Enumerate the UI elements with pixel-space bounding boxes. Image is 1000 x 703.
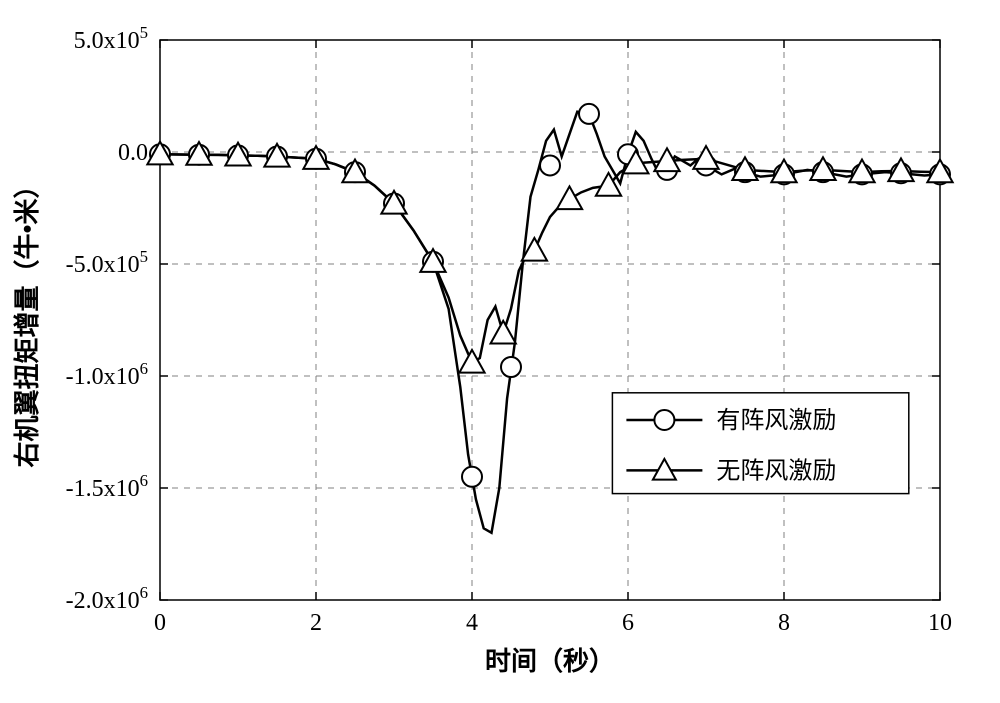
svg-text:-5.0x105: -5.0x105 — [66, 247, 148, 278]
svg-text:6: 6 — [622, 610, 634, 636]
svg-text:时间（秒）: 时间（秒） — [485, 647, 615, 676]
svg-text:-1.5x106: -1.5x106 — [66, 471, 148, 502]
svg-text:无阵风激励: 无阵风激励 — [716, 457, 836, 484]
svg-text:-2.0x106: -2.0x106 — [66, 583, 148, 614]
svg-text:0.0: 0.0 — [118, 140, 148, 166]
svg-text:有阵风激励: 有阵风激励 — [716, 407, 836, 434]
svg-text:右机翼扭矩增量（牛•米）: 右机翼扭矩增量（牛•米） — [12, 172, 42, 467]
svg-text:4: 4 — [466, 610, 478, 636]
svg-text:-1.0x106: -1.0x106 — [66, 359, 148, 390]
svg-text:8: 8 — [778, 610, 790, 636]
svg-text:2: 2 — [310, 610, 322, 636]
svg-text:5.0x105: 5.0x105 — [74, 23, 148, 54]
svg-text:10: 10 — [928, 610, 952, 636]
svg-text:0: 0 — [154, 610, 166, 636]
torque-time-chart: 0 2 4 6 8 10 -2.0x106 -1.5x106 -1.0x106 -5.0x105 0… — [0, 0, 1000, 703]
